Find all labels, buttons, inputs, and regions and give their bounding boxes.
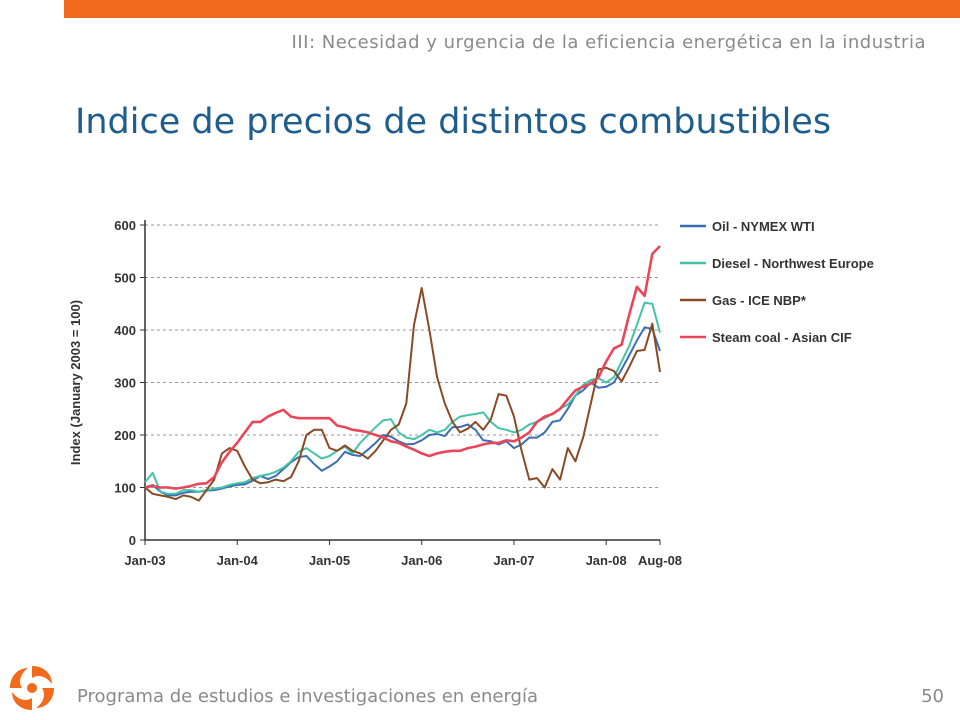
y-tick-label: 200 [114, 428, 136, 443]
series-line [144, 245, 661, 490]
y-tick-label: 0 [129, 533, 136, 548]
x-tick-label: Aug-08 [638, 553, 682, 568]
legend-label: Oil - NYMEX WTI [712, 219, 815, 234]
y-tick-label: 400 [114, 323, 136, 338]
page-number: 50 [921, 686, 944, 707]
x-tick-label: Jan-05 [309, 553, 350, 568]
chart-legend: Oil - NYMEX WTI Diesel - Northwest Europe… [680, 219, 874, 345]
x-tick-label: Jan-07 [493, 553, 534, 568]
y-axis-label: Index (January 2003 = 100) [68, 300, 83, 465]
x-tick-label: Jan-08 [586, 553, 627, 568]
chart-axes: 0 100 200 300 400 500 600 Jan-03 Jan-04 Jan-05 Jan… [114, 218, 682, 568]
legend-label: Steam coal - Asian CIF [712, 330, 852, 345]
chart-grid [145, 224, 660, 488]
chart-series [144, 245, 661, 502]
top-accent-bar [64, 0, 960, 18]
series-line [144, 287, 661, 502]
slide-title: Indice de precios de distintos combustib… [75, 102, 832, 142]
y-tick-label: 100 [114, 481, 136, 496]
section-title: III: Necesidad y urgencia de la eficienc… [291, 32, 926, 53]
x-tick-label: Jan-03 [124, 553, 165, 568]
series-line [144, 301, 661, 495]
y-tick-label: 500 [114, 271, 136, 286]
x-tick-label: Jan-06 [401, 553, 442, 568]
y-tick-label: 600 [114, 218, 136, 233]
y-tick-label: 300 [114, 376, 136, 391]
swirl-logo-icon [10, 666, 54, 710]
x-tick-label: Jan-04 [217, 553, 259, 568]
legend-label: Diesel - Northwest Europe [712, 256, 874, 271]
fuel-price-index-chart: 0 100 200 300 400 500 600 Jan-03 Jan-04 Jan-05 Jan… [68, 218, 874, 568]
footer-program-name: Programa de estudios e investigaciones e… [77, 686, 538, 707]
legend-label: Gas - ICE NBP* [712, 293, 807, 308]
